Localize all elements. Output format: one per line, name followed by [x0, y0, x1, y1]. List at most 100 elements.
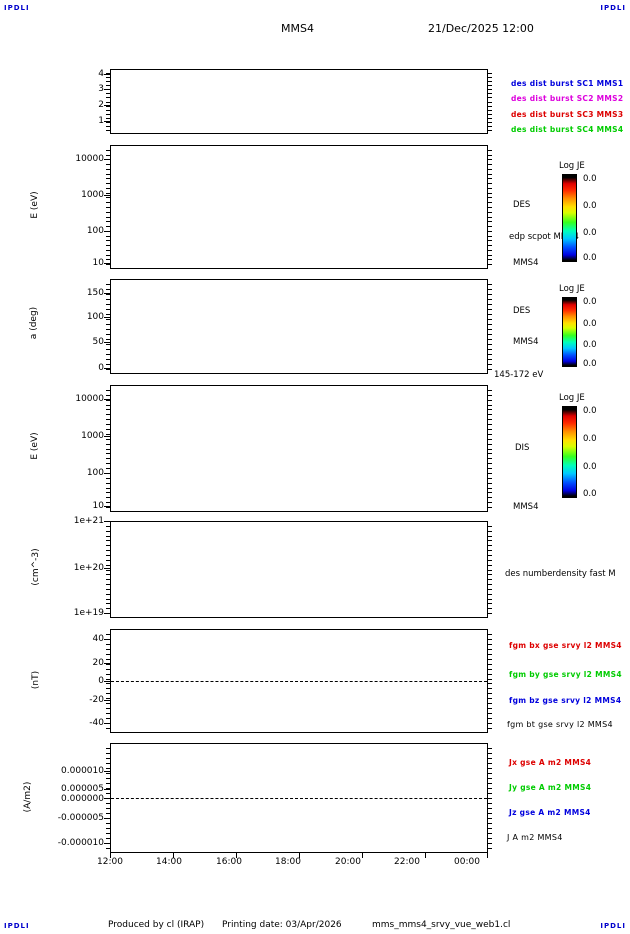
- footer-printing-date: Printing date: 03/Apr/2026: [222, 920, 342, 930]
- panel-5-tick: [104, 521, 110, 522]
- panel-4-plot-area[interactable]: [110, 385, 488, 512]
- panel-2-minor-tick: [488, 197, 492, 198]
- panel-6-minor-tick: [106, 644, 110, 645]
- panel-1-plot-area[interactable]: [110, 69, 488, 134]
- panel-7-minor-tick: [106, 818, 110, 819]
- legend-des-dist-sc3: des dist burst SC3 MMS3: [511, 110, 624, 119]
- panel-7-minor-tick: [106, 838, 110, 839]
- panel-5-minor-tick: [488, 608, 492, 609]
- panel-1-minor-tick: [488, 102, 492, 103]
- panel-6-minor-tick: [106, 718, 110, 719]
- panel-2-minor-tick: [106, 245, 110, 246]
- panel-4-minor-tick: [488, 405, 492, 406]
- panel-4-minor-tick: [106, 488, 110, 489]
- panel-2-colorbar-label-2: 0.0: [583, 201, 597, 211]
- panel-5-minor-tick: [106, 603, 110, 604]
- panel-4-colorbar-label-2: 0.0: [583, 434, 597, 444]
- panel-4-minor-tick: [488, 463, 492, 464]
- legend-j-total: J A m2 MMS4: [507, 833, 563, 842]
- panel-3-minor-tick: [106, 304, 110, 305]
- panel-2-minor-tick: [488, 193, 492, 194]
- panel-5-minor-tick: [488, 570, 492, 571]
- panel-7-minor-tick: [106, 773, 110, 774]
- xtick-label-1200: 12:00: [97, 857, 123, 867]
- xtick-mark: [362, 853, 363, 858]
- panel-2-minor-tick: [488, 169, 492, 170]
- panel-4-minor-tick: [106, 468, 110, 469]
- panel-4-minor-tick: [106, 405, 110, 406]
- panel-7-minor-tick: [488, 768, 492, 769]
- panel-7-minor-tick: [488, 753, 492, 754]
- panel-3-minor-tick: [106, 284, 110, 285]
- panel-4-minor-tick: [488, 507, 492, 508]
- panel-6-minor-tick: [106, 654, 110, 655]
- panel-2-minor-tick: [488, 207, 492, 208]
- panel-4-minor-tick: [106, 497, 110, 498]
- panel-2-tick: [104, 195, 110, 196]
- panel-1-minor-tick: [488, 77, 492, 78]
- panel-7-minor-tick: [488, 818, 492, 819]
- panel-5-minor-tick: [488, 560, 492, 561]
- panel-5-minor-tick: [106, 560, 110, 561]
- panel-6-minor-tick: [106, 708, 110, 709]
- xtick-label-1600: 16:00: [216, 857, 242, 867]
- panel-1-minor-tick: [106, 81, 110, 82]
- panel-6-ytick-neg20: -20: [89, 695, 104, 705]
- panel-3-plot-area[interactable]: [110, 279, 488, 374]
- panel-3-minor-tick: [106, 339, 110, 340]
- panel-6-minor-tick: [488, 654, 492, 655]
- panel-3-minor-tick: [488, 354, 492, 355]
- panel-7-minor-tick: [106, 778, 110, 779]
- panel-5-plot-area[interactable]: [110, 521, 488, 618]
- panel-2-minor-tick: [488, 236, 492, 237]
- panel-4-minor-tick: [106, 429, 110, 430]
- panel-2-minor-tick: [106, 259, 110, 260]
- panel-4-colorbar-title: Log JE: [559, 393, 585, 403]
- panel-2-minor-tick: [488, 226, 492, 227]
- panel-2-minor-tick: [488, 240, 492, 241]
- panel-4-minor-tick: [488, 439, 492, 440]
- panel-1-minor-tick: [488, 106, 492, 107]
- panel-3-minor-tick: [106, 324, 110, 325]
- panel-4-ytick-10000: 10000: [75, 394, 104, 404]
- panel-3-minor-tick: [488, 309, 492, 310]
- panel-2-colorbar-label-3: 0.0: [583, 228, 597, 238]
- panel-5-minor-tick: [106, 579, 110, 580]
- panel-2-minor-tick: [488, 202, 492, 203]
- panel-1-minor-tick: [488, 97, 492, 98]
- panel-4-minor-tick: [488, 488, 492, 489]
- panel-7-minor-tick: [488, 843, 492, 844]
- xtick-mark: [487, 853, 488, 858]
- panel-7-minor-tick: [488, 763, 492, 764]
- panel-7-minor-tick: [488, 823, 492, 824]
- panel-7-ytick-neg5: -0.000005: [57, 813, 104, 823]
- panel-2-minor-tick: [106, 155, 110, 156]
- panel-2-minor-tick: [488, 259, 492, 260]
- panel-2-minor-tick: [106, 255, 110, 256]
- panel-5-minor-tick: [106, 555, 110, 556]
- panel-4-minor-tick: [106, 444, 110, 445]
- panel-7-ytick-pos10: 0.000010: [61, 766, 104, 776]
- panel-4-ytick-100: 100: [86, 468, 104, 478]
- panel-3-minor-tick: [488, 294, 492, 295]
- panel-7-minor-tick: [488, 808, 492, 809]
- panel-5-minor-tick: [106, 570, 110, 571]
- panel-6-minor-tick: [106, 674, 110, 675]
- panel-4-tick: [104, 399, 110, 400]
- xtick-label-2200: 22:00: [394, 857, 420, 867]
- xtick-mark: [110, 853, 111, 858]
- legend-jy: Jy gse A m2 MMS4: [509, 783, 592, 792]
- panel-2-minor-tick: [106, 188, 110, 189]
- panel-6-minor-tick: [488, 693, 492, 694]
- panel-6-minor-tick: [488, 664, 492, 665]
- panel-4-minor-tick: [488, 434, 492, 435]
- panel-2-colorbar-title: Log JE: [559, 161, 585, 171]
- panel-7-tick: [104, 789, 110, 790]
- panel-7-minor-tick: [106, 803, 110, 804]
- panel-3-minor-tick: [488, 334, 492, 335]
- panel-2-minor-tick: [488, 231, 492, 232]
- panel-1-ytick-1: 1: [98, 116, 104, 126]
- panel-2-plot-area[interactable]: [110, 145, 488, 269]
- panel-7-minor-tick: [488, 788, 492, 789]
- panel-6-minor-tick: [488, 713, 492, 714]
